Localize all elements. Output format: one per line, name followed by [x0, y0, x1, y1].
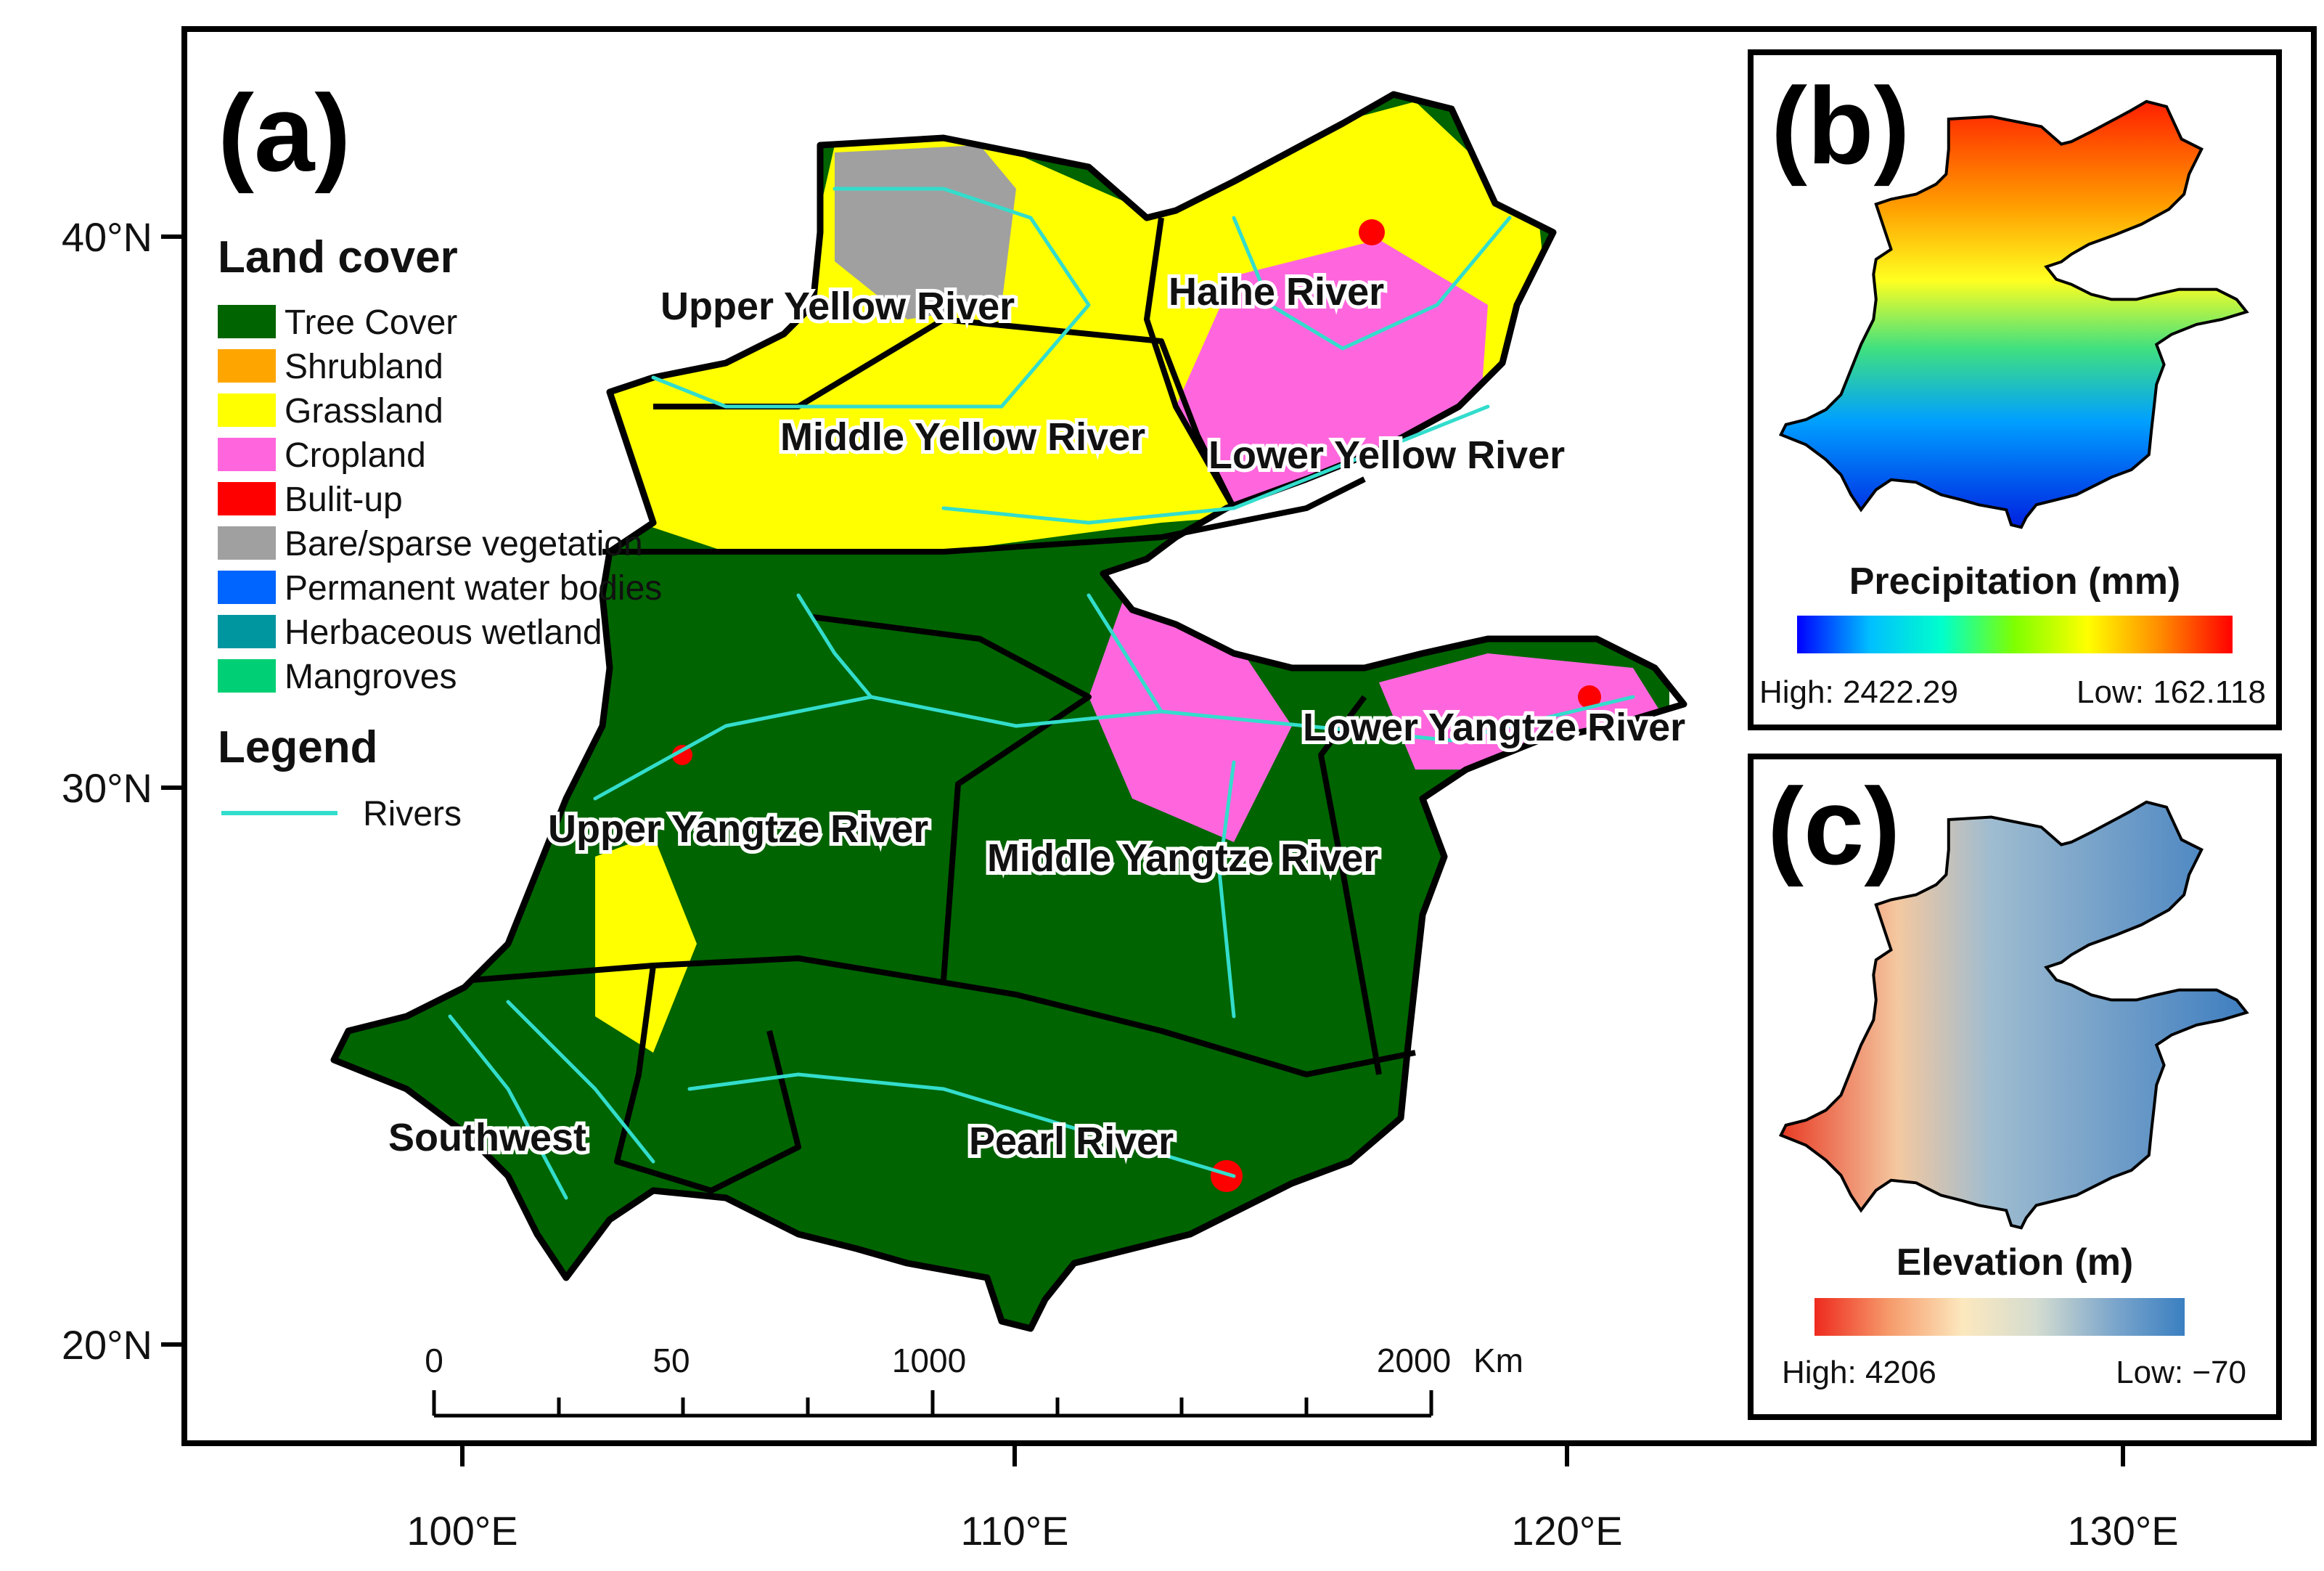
- legend-label: Herbaceous wetland: [285, 613, 602, 652]
- region-label: Middle Yellow River: [780, 415, 1145, 459]
- river-yangtze-trib-1: [796, 593, 873, 699]
- region-label: Middle Yangtze River: [987, 836, 1378, 880]
- boundary-middle-lower-yangtze: [1318, 695, 1382, 1075]
- legend-swatch: [218, 305, 276, 338]
- boundary-yellow-yangtze: [602, 476, 1366, 555]
- builtup-guangzhou: [1211, 1160, 1243, 1192]
- region-label: Lower Yangtze River: [1303, 706, 1685, 749]
- lon-label: 130°E: [2067, 1508, 2178, 1554]
- scale-label: 0: [425, 1342, 443, 1379]
- lon-ticks: [460, 1443, 2125, 1466]
- elevation-high-label: High: 4206: [1782, 1355, 1936, 1390]
- panel-a: Upper Yellow River Haihe River Middle Ye…: [62, 26, 2317, 1554]
- region-label: Upper Yellow River: [660, 285, 1015, 328]
- precipitation-colorbar: [1797, 616, 2233, 653]
- river-yangtze: [593, 695, 1635, 801]
- river-yellow: [651, 187, 1091, 409]
- river-haihe: [1232, 216, 1512, 351]
- elevation-low-label: Low: −70: [2116, 1355, 2246, 1390]
- precipitation-map: [1778, 99, 2249, 529]
- panel-a-frame: [181, 26, 2317, 1446]
- lat-ticks: [161, 234, 184, 1347]
- builtup-shanghai: [1578, 685, 1601, 709]
- precipitation-title: Precipitation (mm): [1849, 560, 2181, 603]
- region-label: Upper Yangtze River: [548, 807, 928, 851]
- river-pearl: [687, 1072, 1236, 1178]
- panel-b-letter: (b): [1771, 65, 1910, 187]
- lat-label: 30°N: [62, 765, 152, 811]
- lon-label: 100°E: [406, 1508, 517, 1554]
- builtup-chengdu: [672, 745, 692, 765]
- scale-bar: [432, 1390, 1433, 1418]
- region-label: Haihe River: [1169, 270, 1384, 314]
- legend-swatch: [218, 659, 276, 693]
- region-label: Lower Yellow River: [1208, 433, 1565, 477]
- river-southwest-2: [506, 1000, 655, 1164]
- lon-label: 110°E: [960, 1508, 1068, 1554]
- river-legend-label: Rivers: [363, 795, 462, 833]
- region-label: Pearl River: [969, 1119, 1174, 1163]
- river-southwest-1: [448, 1014, 568, 1200]
- lat-label: 20°N: [62, 1322, 152, 1368]
- panel-c-letter: (c): [1767, 765, 1900, 887]
- panel-b: (b) Precipitation (mm) High: 2422.29 Low…: [1748, 49, 2282, 730]
- lat-label: 40°N: [62, 214, 152, 260]
- boundary-haihe: [1144, 217, 1237, 510]
- boundary-southwest: [614, 965, 801, 1193]
- lat-labels: 40°N 30°N 20°N: [62, 214, 152, 1368]
- elevation-map: [1778, 800, 2249, 1230]
- legend-label: Permanent water bodies: [285, 569, 662, 608]
- elevation-title: Elevation (m): [1897, 1241, 2134, 1284]
- precipitation-low-label: Low: 162.118: [2077, 674, 2266, 710]
- panel-a-letter: (a): [218, 72, 351, 194]
- legend-label: Mangroves: [285, 658, 457, 696]
- legend-label: Grassland: [285, 392, 443, 431]
- study-area-outline: [330, 91, 1687, 1332]
- legend-swatch: [218, 349, 276, 383]
- scale-bar-labels: 0 50 1000 2000 Km: [425, 1342, 1523, 1379]
- legend-label: Bulit-up: [285, 481, 403, 519]
- legend-swatch: [218, 526, 276, 560]
- region-labels: Upper Yellow River Haihe River Middle Ye…: [385, 266, 1689, 1167]
- land-cover-legend: Land cover Tree Cover Shrubland Grassland C…: [218, 232, 662, 833]
- legend-label: Tree Cover: [285, 303, 457, 342]
- rivers: [448, 187, 1635, 1200]
- legend-title: Legend: [218, 722, 377, 772]
- region-label: Southwest: [388, 1116, 586, 1159]
- legend-swatch: [218, 393, 276, 427]
- legend-label: Shrubland: [285, 348, 443, 386]
- lon-label: 120°E: [1511, 1508, 1622, 1554]
- scale-unit: Km: [1473, 1342, 1523, 1379]
- river-yangtze-trib-3: [1217, 760, 1236, 1019]
- legend-label: Cropland: [285, 436, 426, 475]
- legend-swatch: [218, 482, 276, 515]
- panel-c: (c) Elevation (m) High: 4206 Low: −70: [1748, 754, 2282, 1420]
- legend-swatch: [218, 571, 276, 604]
- elevation-colorbar: [1814, 1298, 2185, 1336]
- legend-swatch: [218, 438, 276, 471]
- precipitation-high-label: High: 2422.29: [1759, 674, 1958, 710]
- lon-labels: 100°E 110°E 120°E 130°E: [406, 1508, 2178, 1554]
- legend-label: Bare/sparse vegetation: [285, 525, 643, 563]
- land-cover-title: Land cover: [218, 232, 458, 282]
- river-yangtze-trib-2: [1087, 593, 1163, 714]
- river-yellow-lower: [941, 404, 1490, 525]
- scale-label: 50: [652, 1342, 690, 1379]
- scale-label: 2000: [1377, 1342, 1451, 1379]
- boundary-upper-middle-yangtze: [812, 614, 1092, 981]
- scale-label: 1000: [892, 1342, 966, 1379]
- builtup-beijing: [1359, 219, 1385, 245]
- land-cover-items: Tree Cover Shrubland Grassland Cropland Buli…: [218, 303, 662, 696]
- grassland-sw: [595, 835, 697, 1053]
- legend-swatch: [218, 615, 276, 648]
